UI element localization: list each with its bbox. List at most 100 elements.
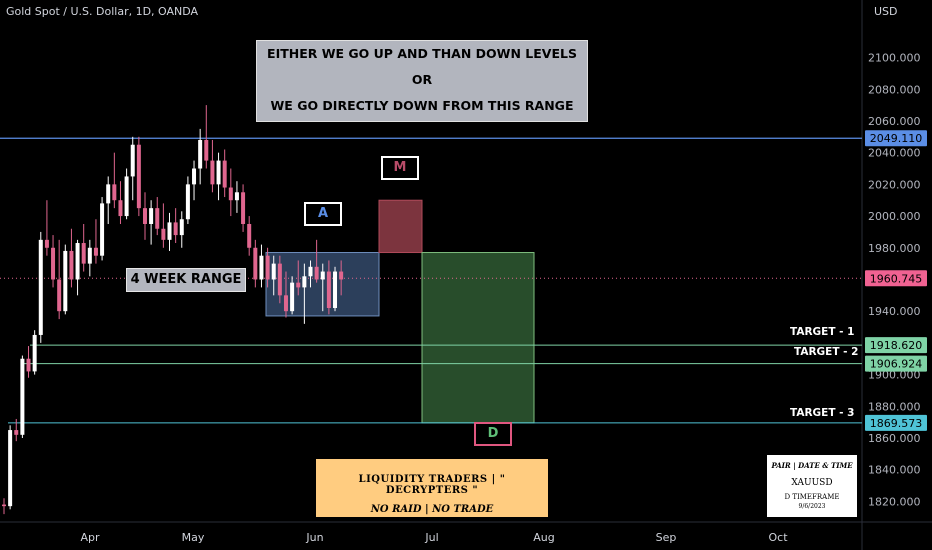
currency-label: USD (874, 5, 898, 18)
candle-body (326, 271, 331, 309)
candle-body (228, 187, 233, 201)
y-tick-label: 1860.000 (868, 432, 921, 445)
candle-body (259, 255, 264, 280)
candle-body (2, 504, 6, 507)
candle-body (290, 282, 295, 312)
banner-line-2: OR (411, 72, 433, 87)
candle-body (173, 222, 178, 236)
chart-title: Gold Spot / U.S. Dollar, 1D, OANDA (6, 5, 199, 18)
candle-body (314, 266, 319, 280)
candle-body (142, 208, 147, 224)
liquidity-traders-note: LIQUIDITY TRADERS | " DECRYPTERS " NO RA… (316, 459, 548, 517)
y-tick-label: 1880.000 (868, 400, 921, 413)
four-week-range-label: 4 WEEK RANGE (126, 268, 246, 292)
x-tick-label: Apr (80, 531, 100, 544)
target-zone-box (421, 252, 535, 424)
info-date: 9/6/2023 (798, 503, 826, 510)
price-label-tag (865, 270, 927, 287)
candle-body (216, 160, 221, 185)
price-label-text: 1918.620 (870, 339, 923, 352)
candle-body (136, 144, 141, 209)
price-label-text: 1960.745 (870, 272, 923, 285)
candle-body (179, 219, 184, 236)
sell-zone-box (378, 199, 423, 254)
y-tick-label: 1900.000 (868, 369, 921, 382)
price-label-tag (865, 355, 927, 372)
candle-body (93, 247, 98, 256)
candle-body (333, 271, 338, 309)
candle-body (118, 200, 123, 217)
candle-body (308, 266, 313, 277)
candle-body (106, 184, 111, 204)
y-tick-label: 2020.000 (868, 178, 921, 191)
x-tick-label: Aug (533, 531, 554, 544)
banner-line-3: WE GO DIRECTLY DOWN FROM THIS RANGE (270, 98, 574, 113)
marker-d: D (474, 422, 512, 446)
target-2-label: TARGET - 2 (794, 346, 859, 358)
liquidity-line-1: LIQUIDITY TRADERS | " DECRYPTERS " (358, 474, 506, 496)
x-tick-label: Sep (656, 531, 677, 544)
candle-body (185, 184, 190, 220)
candle-body (277, 263, 282, 296)
candle-body (155, 208, 160, 229)
target-3-label: TARGET - 3 (790, 407, 855, 419)
candle-body (124, 176, 129, 217)
price-label-tag (865, 414, 927, 431)
candle-body (130, 144, 135, 177)
y-tick-label: 1820.000 (868, 495, 921, 508)
candle-body (222, 160, 227, 188)
candle-body (14, 430, 19, 435)
candle-body (112, 184, 117, 201)
candle-body (296, 282, 301, 288)
pair-info-card: PAIR | DATE & TIME XAUUSD D TIMEFRAME 9/… (767, 455, 857, 517)
candle-body (210, 160, 215, 185)
candle-body (302, 276, 307, 288)
info-header: PAIR | DATE & TIME (771, 461, 853, 470)
target-1-label: TARGET - 1 (790, 326, 855, 338)
banner-line-1: EITHER WE GO UP AND THAN DOWN LEVELS (267, 46, 577, 61)
candle-body (234, 192, 239, 201)
candle-body (8, 430, 13, 507)
candle-body (38, 239, 43, 335)
candle-body (75, 243, 80, 280)
marker-m: M (381, 156, 419, 180)
candle-body (241, 192, 246, 224)
y-tick-label: 1940.000 (868, 305, 921, 318)
y-tick-label: 1980.000 (868, 242, 921, 255)
candle-body (69, 250, 74, 280)
candle-body (204, 139, 209, 161)
candle-body (63, 250, 68, 312)
candle-body (161, 228, 166, 240)
x-tick-label: Jun (305, 531, 323, 544)
candle-body (167, 222, 172, 240)
price-label-tag (865, 130, 927, 147)
y-tick-label: 2080.000 (868, 83, 921, 96)
marker-a: A (304, 202, 342, 226)
candle-body (271, 263, 276, 280)
candle-body (198, 139, 203, 169)
x-tick-label: Oct (768, 531, 788, 544)
candle-body (283, 295, 288, 312)
y-tick-label: 2000.000 (868, 210, 921, 223)
price-label-tag (865, 337, 927, 354)
candle-body (32, 334, 37, 372)
candle-body (51, 247, 56, 280)
price-label-text: 1906.924 (870, 358, 923, 371)
candle-body (81, 243, 86, 264)
candle-body (26, 358, 31, 372)
candle-body (149, 208, 154, 224)
candle-body (44, 239, 49, 248)
x-tick-label: Jul (424, 531, 438, 544)
candle-body (192, 168, 197, 185)
x-tick-label: May (182, 531, 205, 544)
y-tick-label: 2040.000 (868, 147, 921, 160)
price-label-text: 1869.573 (870, 417, 923, 430)
candle-body (247, 223, 252, 248)
y-tick-label: 2060.000 (868, 115, 921, 128)
y-tick-label: 1840.000 (868, 464, 921, 477)
candle-body (57, 279, 62, 312)
candle-body (320, 271, 325, 280)
price-label-text: 2049.110 (870, 132, 923, 145)
liquidity-line-2: NO RAID | NO TRADE (370, 504, 494, 515)
